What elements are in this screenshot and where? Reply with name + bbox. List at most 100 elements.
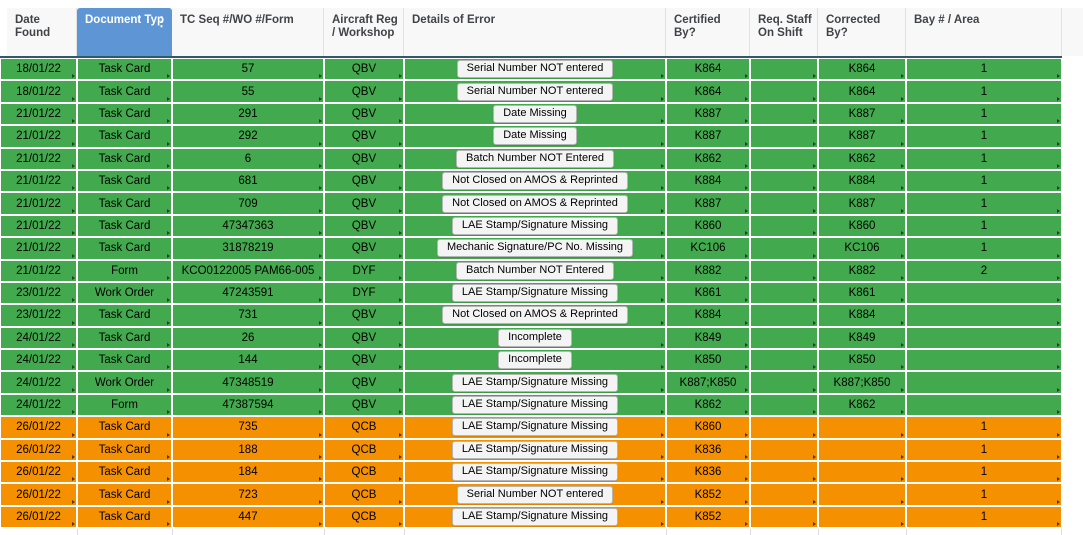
cell-req-staff[interactable] [751, 126, 817, 147]
cell-bay-area[interactable]: 1 [907, 103, 1061, 125]
cell-req-staff[interactable] [751, 462, 817, 483]
cell-document-type[interactable]: Task Card [78, 327, 171, 349]
error-details-chip[interactable]: Incomplete [498, 351, 572, 370]
error-details-chip[interactable]: LAE Stamp/Signature Missing [451, 463, 619, 482]
cell-tc-seq[interactable]: 47348519 [173, 372, 323, 393]
cell-req-staff[interactable] [751, 484, 817, 505]
cell-date-found[interactable]: 26/01/22 [1, 462, 76, 483]
cell-tc-seq[interactable]: 292 [173, 126, 323, 147]
cell-tc-seq[interactable]: 144 [173, 350, 323, 371]
cell-certified-by[interactable]: K850 [667, 350, 749, 371]
cell-bay-area[interactable]: 1 [907, 462, 1061, 483]
cell-req-staff[interactable] [751, 238, 817, 259]
cell-bay-area[interactable]: 1 [907, 59, 1061, 80]
cell-req-staff[interactable] [751, 59, 817, 80]
error-details-chip[interactable]: LAE Stamp/Signature Missing [451, 373, 619, 392]
cell-document-type[interactable]: Task Card [78, 484, 171, 505]
header-cell-document-type[interactable]: Document Typ ⋮ [77, 8, 172, 56]
cell-tc-seq[interactable]: 731 [173, 305, 323, 326]
cell-certified-by[interactable]: K887 [667, 126, 749, 147]
error-details-chip[interactable]: Serial Number NOT entered [456, 82, 614, 101]
cell-certified-by[interactable]: K836 [667, 439, 749, 461]
cell-aircraft-reg[interactable]: QCB [325, 439, 403, 461]
cell-req-staff[interactable] [751, 439, 817, 461]
error-details-chip[interactable]: Serial Number NOT entered [456, 60, 614, 79]
cell-req-staff[interactable] [751, 394, 817, 416]
cell-bay-area[interactable]: 1 [907, 506, 1061, 528]
header-cell-details-of-error[interactable]: Details of Error [404, 8, 666, 56]
cell-details-of-error[interactable]: Batch Number NOT Entered [405, 260, 665, 281]
cell-date-found[interactable]: 23/01/22 [1, 282, 76, 304]
cell-details-of-error[interactable]: Serial Number NOT entered [405, 484, 665, 505]
cell-corrected-by[interactable]: K887 [819, 193, 905, 214]
cell-details-of-error[interactable]: Batch Number NOT Entered [405, 148, 665, 169]
cell-bay-area[interactable]: 1 [907, 238, 1061, 259]
cell-document-type[interactable]: Task Card [78, 193, 171, 214]
cell-bay-area[interactable] [907, 394, 1061, 416]
cell-aircraft-reg[interactable]: QBV [325, 350, 403, 371]
cell-document-type[interactable]: Task Card [78, 81, 171, 102]
cell-corrected-by[interactable]: K862 [819, 394, 905, 416]
cell-document-type[interactable]: Work Order [78, 282, 171, 304]
cell-req-staff[interactable] [751, 170, 817, 192]
cell-aircraft-reg[interactable]: QBV [325, 59, 403, 80]
header-cell-req-staff[interactable]: Req. Staff On Shift [750, 8, 818, 56]
kebab-menu-icon[interactable]: ⋮ [155, 14, 168, 29]
cell-tc-seq[interactable]: 184 [173, 462, 323, 483]
cell-details-of-error[interactable]: Incomplete [405, 327, 665, 349]
cell-tc-seq[interactable]: 188 [173, 439, 323, 461]
cell-document-type[interactable]: Form [78, 394, 171, 416]
cell-details-of-error[interactable]: Not Closed on AMOS & Reprinted [405, 193, 665, 214]
cell-date-found[interactable]: 21/01/22 [1, 215, 76, 237]
cell-tc-seq[interactable]: 291 [173, 103, 323, 125]
cell-certified-by[interactable]: K849 [667, 327, 749, 349]
error-details-chip[interactable]: Batch Number NOT Entered [456, 149, 614, 168]
error-details-chip[interactable]: Not Closed on AMOS & Reprinted [442, 194, 628, 213]
cell-tc-seq[interactable]: 6 [173, 148, 323, 169]
cell-tc-seq[interactable]: KCO0122005 PAM66-005 [173, 260, 323, 281]
cell-certified-by[interactable]: K887 [667, 193, 749, 214]
cell-date-found[interactable]: 24/01/22 [1, 372, 76, 393]
cell-date-found[interactable]: 26/01/22 [1, 506, 76, 528]
cell-document-type[interactable]: Task Card [78, 59, 171, 80]
cell-details-of-error[interactable]: Not Closed on AMOS & Reprinted [405, 305, 665, 326]
cell-bay-area[interactable]: 2 [907, 260, 1061, 281]
cell-corrected-by[interactable] [819, 506, 905, 528]
cell-document-type[interactable]: Task Card [78, 148, 171, 169]
cell-tc-seq[interactable]: 723 [173, 484, 323, 505]
cell-date-found[interactable]: 21/01/22 [1, 170, 76, 192]
cell-details-of-error[interactable]: Serial Number NOT entered [405, 81, 665, 102]
cell-tc-seq[interactable]: 57 [173, 59, 323, 80]
cell-aircraft-reg[interactable]: DYF [325, 282, 403, 304]
cell-date-found[interactable]: 21/01/22 [1, 238, 76, 259]
cell-req-staff[interactable] [751, 327, 817, 349]
cell-details-of-error[interactable]: Not Closed on AMOS & Reprinted [405, 170, 665, 192]
cell-details-of-error[interactable]: Date Missing [405, 103, 665, 125]
cell-req-staff[interactable] [751, 372, 817, 393]
cell-bay-area[interactable] [907, 327, 1061, 349]
cell-document-type[interactable]: Task Card [78, 215, 171, 237]
cell-details-of-error[interactable]: Serial Number NOT entered [405, 59, 665, 80]
cell-corrected-by[interactable]: K864 [819, 59, 905, 80]
cell-corrected-by[interactable] [819, 439, 905, 461]
cell-certified-by[interactable]: K852 [667, 484, 749, 505]
cell-tc-seq[interactable]: 47243591 [173, 282, 323, 304]
cell-req-staff[interactable] [751, 81, 817, 102]
cell-details-of-error[interactable]: LAE Stamp/Signature Missing [405, 394, 665, 416]
cell-document-type[interactable]: Task Card [78, 305, 171, 326]
cell-bay-area[interactable] [907, 305, 1061, 326]
cell-corrected-by[interactable]: K884 [819, 305, 905, 326]
cell-tc-seq[interactable]: 47347363 [173, 215, 323, 237]
cell-corrected-by[interactable]: K862 [819, 148, 905, 169]
cell-aircraft-reg[interactable]: QBV [325, 170, 403, 192]
cell-document-type[interactable]: Task Card [78, 103, 171, 125]
cell-bay-area[interactable]: 1 [907, 170, 1061, 192]
error-details-chip[interactable]: LAE Stamp/Signature Missing [451, 396, 619, 415]
error-details-chip[interactable]: LAE Stamp/Signature Missing [451, 418, 619, 437]
cell-date-found[interactable]: 18/01/22 [1, 81, 76, 102]
cell-aircraft-reg[interactable]: QBV [325, 193, 403, 214]
cell-aircraft-reg[interactable]: QBV [325, 103, 403, 125]
header-cell-tc-seq[interactable]: TC Seq #/WO #/Form [172, 8, 324, 56]
cell-req-staff[interactable] [751, 103, 817, 125]
cell-document-type[interactable]: Task Card [78, 506, 171, 528]
